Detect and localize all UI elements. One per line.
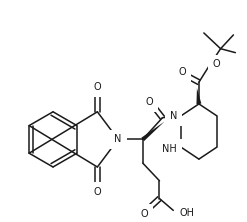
Polygon shape (196, 88, 201, 104)
Text: O: O (94, 82, 101, 92)
Polygon shape (141, 122, 165, 141)
Text: O: O (178, 67, 186, 77)
Text: N: N (170, 111, 177, 121)
Text: NH: NH (163, 144, 177, 154)
Text: O: O (94, 187, 101, 197)
Text: OH: OH (179, 208, 194, 218)
Text: N: N (114, 134, 122, 144)
Text: O: O (146, 97, 153, 107)
Text: O: O (213, 59, 220, 69)
Text: O: O (141, 209, 148, 219)
